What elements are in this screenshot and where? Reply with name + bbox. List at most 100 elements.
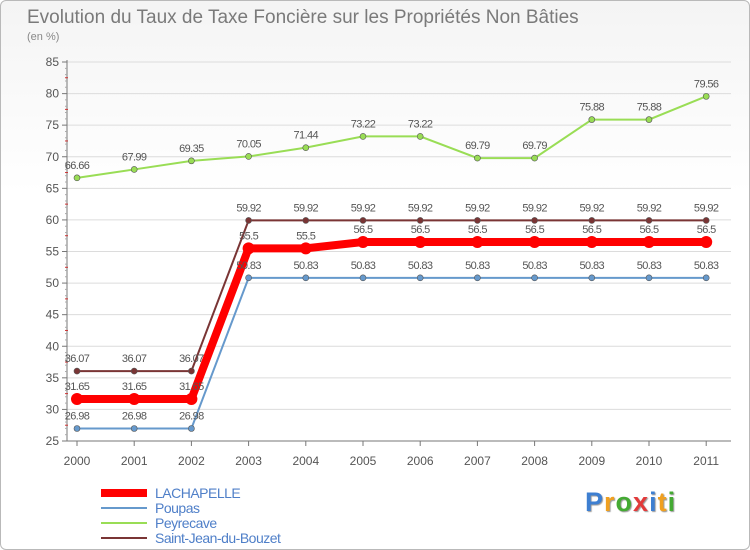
data-point-poupas [302,274,310,282]
legend-swatch-lachapelle [101,489,147,497]
data-point-peyrecave [588,116,596,123]
x-tick-label: 2009 [578,454,605,468]
data-point-poupas [245,274,252,282]
data-label-saint-jean-du-bouzet: 59.92 [522,202,547,214]
data-point-lachapelle [585,236,598,249]
data-label-lachapelle: 56.5 [411,224,430,236]
data-point-lachapelle [414,236,427,249]
data-point-saint-jean-du-bouzet [188,367,195,375]
data-point-poupas [359,274,367,282]
data-label-peyrecave: 69.35 [179,143,204,155]
data-label-saint-jean-du-bouzet: 59.92 [408,202,433,214]
data-label-lachapelle: 56.5 [353,224,372,236]
x-tick-label: 2010 [636,454,663,468]
series-line-saint-jean-du-bouzet [77,219,707,373]
data-label-poupas: 50.83 [236,260,261,272]
logo-letter: r [604,487,616,517]
logo-letter: x [633,487,650,517]
data-label-poupas: 50.83 [522,260,547,272]
data-point-peyrecave [359,133,367,140]
logo-letter: P [585,487,605,517]
data-label-poupas: 50.83 [408,260,433,272]
data-point-lachapelle [185,392,198,405]
data-point-poupas [130,425,138,432]
data-label-peyrecave: 79.56 [694,78,719,90]
series-line-peyrecave [76,95,707,179]
y-tick-label: 25 [46,434,60,448]
x-tick-label: 2000 [64,454,91,468]
data-label-poupas: 26.98 [122,410,147,422]
data-label-saint-jean-du-bouzet: 36.07 [179,353,204,365]
data-label-poupas: 50.83 [694,260,719,272]
data-point-saint-jean-du-bouzet [645,217,653,224]
data-point-saint-jean-du-bouzet [474,217,481,224]
data-label-poupas: 50.83 [637,260,662,272]
data-point-saint-jean-du-bouzet [245,217,252,224]
logo-letter: i [649,487,658,517]
y-tick-label: 80 [46,87,60,101]
data-point-poupas [73,425,81,432]
data-label-peyrecave: 73.22 [351,118,376,130]
data-point-saint-jean-du-bouzet [531,217,538,224]
x-tick-label: 2005 [350,454,377,468]
data-label-poupas: 26.98 [65,410,90,422]
data-point-peyrecave [130,166,138,173]
y-tick-label: 35 [46,371,60,385]
data-label-saint-jean-du-bouzet: 59.92 [351,202,376,214]
data-label-lachapelle: 56.5 [525,224,544,236]
x-tick-label: 2002 [178,454,205,468]
data-label-peyrecave: 69.79 [522,140,547,152]
y-tick-label: 85 [46,55,60,69]
data-label-peyrecave: 66.66 [65,160,90,172]
data-label-saint-jean-du-bouzet: 59.92 [236,202,261,214]
data-label-lachapelle: 56.5 [697,224,716,236]
legend-swatch-poupas [101,507,147,509]
legend-label-peyrecave: Peyrecave [155,515,217,531]
x-tick-label: 2011 [693,454,719,468]
data-point-lachapelle [242,242,255,255]
legend-label-lachapelle: LACHAPELLE [155,485,241,501]
x-tick-label: 2006 [407,454,434,468]
data-point-lachapelle [471,236,484,249]
data-label-peyrecave: 71.44 [294,130,319,142]
data-point-saint-jean-du-bouzet [588,217,596,224]
data-point-lachapelle [357,236,369,249]
data-label-poupas: 50.83 [351,260,376,272]
y-tick-label: 40 [46,339,60,353]
data-point-peyrecave [302,144,310,151]
data-point-peyrecave [474,154,481,162]
series-line-poupas [77,276,707,430]
x-tick-label: 2008 [521,454,548,468]
data-label-lachapelle: 55.5 [239,230,258,242]
data-label-saint-jean-du-bouzet: 59.92 [580,202,605,214]
logo-letter: o [615,487,634,517]
legend-label-poupas: Poupas [155,500,200,516]
x-tick-label: 2003 [235,454,262,468]
data-label-lachapelle: 56.5 [639,224,658,236]
data-point-saint-jean-du-bouzet [359,217,367,224]
data-point-poupas [474,274,481,282]
x-tick-label: 2001 [121,454,148,468]
data-point-poupas [702,274,710,282]
series-line-lachapelle [77,238,707,403]
data-point-lachapelle [299,242,312,255]
legend-swatch-saint-jean-du-bouzet [101,537,147,539]
data-label-lachapelle: 56.5 [468,224,487,236]
data-point-poupas [416,274,424,282]
chart-title: Evolution du Taux de Taxe Foncière sur l… [27,7,579,28]
data-label-saint-jean-du-bouzet: 59.92 [465,202,490,214]
data-point-lachapelle [643,236,655,249]
data-label-peyrecave: 73.22 [408,118,433,130]
data-point-saint-jean-du-bouzet [416,217,424,224]
data-label-saint-jean-du-bouzet: 36.07 [122,353,147,365]
data-point-saint-jean-du-bouzet [130,367,138,375]
y-tick-label: 30 [46,402,60,416]
data-label-saint-jean-du-bouzet: 36.07 [65,353,90,365]
logo-letter: i [667,487,677,517]
data-point-peyrecave [188,157,195,165]
x-tick-label: 2007 [464,454,491,468]
data-point-saint-jean-du-bouzet [302,217,310,224]
data-label-saint-jean-du-bouzet: 59.92 [637,202,662,214]
